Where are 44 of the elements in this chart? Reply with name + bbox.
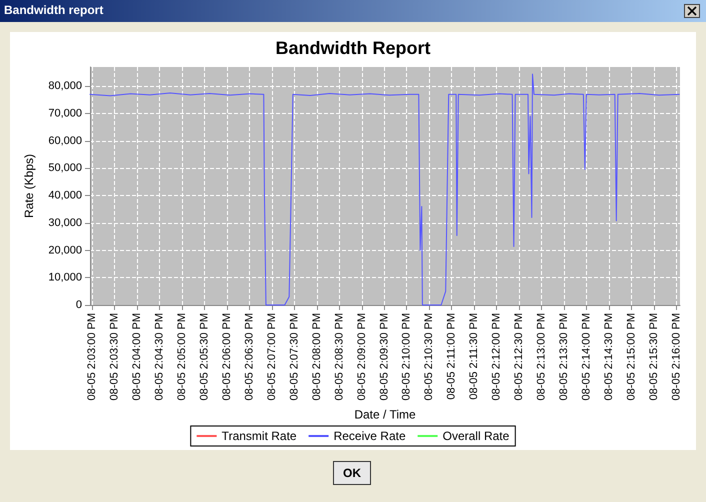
x-tick-label: 08-05 2:08:00 PM <box>310 313 323 400</box>
y-axis-title: Rate (Kbps) <box>22 154 36 218</box>
x-tick-label: 08-05 2:09:30 PM <box>378 313 390 400</box>
x-tick-label: 08-05 2:11:00 PM <box>446 313 458 400</box>
x-tick-label: 08-05 2:07:30 PM <box>288 313 300 400</box>
legend-label: Overall Rate <box>442 429 510 443</box>
x-axis-title: Date / Time <box>354 407 416 422</box>
x-tick-label: 08-05 2:15:00 PM <box>625 313 638 400</box>
x-tick-label: 08-05 2:08:30 PM <box>333 313 346 400</box>
x-tick-label: 08-05 2:06:00 PM <box>221 313 234 400</box>
text: Bandwidth report <box>4 3 104 17</box>
y-tick-label: 80,000 <box>48 80 82 92</box>
text: OK <box>333 461 371 485</box>
x-tick-label: 08-05 2:03:00 PM <box>86 313 98 400</box>
x-tick-label: 08-05 2:04:30 PM <box>154 313 166 400</box>
y-tick-label: 50,000 <box>48 162 82 174</box>
x-tick-label: 08-05 2:05:00 PM <box>176 313 188 400</box>
legend-label: Receive Rate <box>334 429 406 443</box>
x-tick-label: 08-05 2:10:30 PM <box>423 313 436 400</box>
x-tick-label: 08-05 2:09:00 PM <box>356 313 368 400</box>
x-tick-label: 08-05 2:14:30 PM <box>602 313 615 400</box>
x-tick-label: 08-05 2:04:00 PM <box>131 313 144 400</box>
x-tick-label: 08-05 2:13:00 PM <box>535 313 548 400</box>
y-tick-label: 70,000 <box>48 108 82 120</box>
x-tick-label: 08-05 2:11:30 PM <box>468 313 480 400</box>
y-tick-label: 20,000 <box>48 244 82 256</box>
x-tick-label: 08-05 2:12:00 PM <box>490 313 503 400</box>
x-tick-label: 08-05 2:14:00 PM <box>580 313 592 400</box>
x-tick-label: 08-05 2:06:30 PM <box>243 313 256 400</box>
x-tick-label: 08-05 2:13:30 PM <box>558 313 570 400</box>
x-tick-label: 08-05 2:12:30 PM <box>513 313 526 400</box>
x-tick-label: 08-05 2:07:00 PM <box>266 313 278 400</box>
x-tick-label: 08-05 2:03:30 PM <box>108 313 121 400</box>
legend-label: Transmit Rate <box>222 429 297 443</box>
y-tick-label: 10,000 <box>48 272 82 284</box>
y-tick-label: 0 <box>76 299 82 311</box>
x-tick-label: 08-05 2:10:00 PM <box>400 313 413 400</box>
x-tick-label: 08-05 2:05:30 PM <box>198 313 211 400</box>
x-tick-label: 08-05 2:16:00 PM <box>670 313 682 400</box>
x-tick-label: 08-05 2:15:30 PM <box>648 313 660 400</box>
y-tick-label: 40,000 <box>48 190 82 202</box>
chart-title: Bandwidth Report <box>276 38 430 58</box>
y-tick-label: 60,000 <box>48 134 82 147</box>
y-tick-label: 30,000 <box>48 216 82 229</box>
